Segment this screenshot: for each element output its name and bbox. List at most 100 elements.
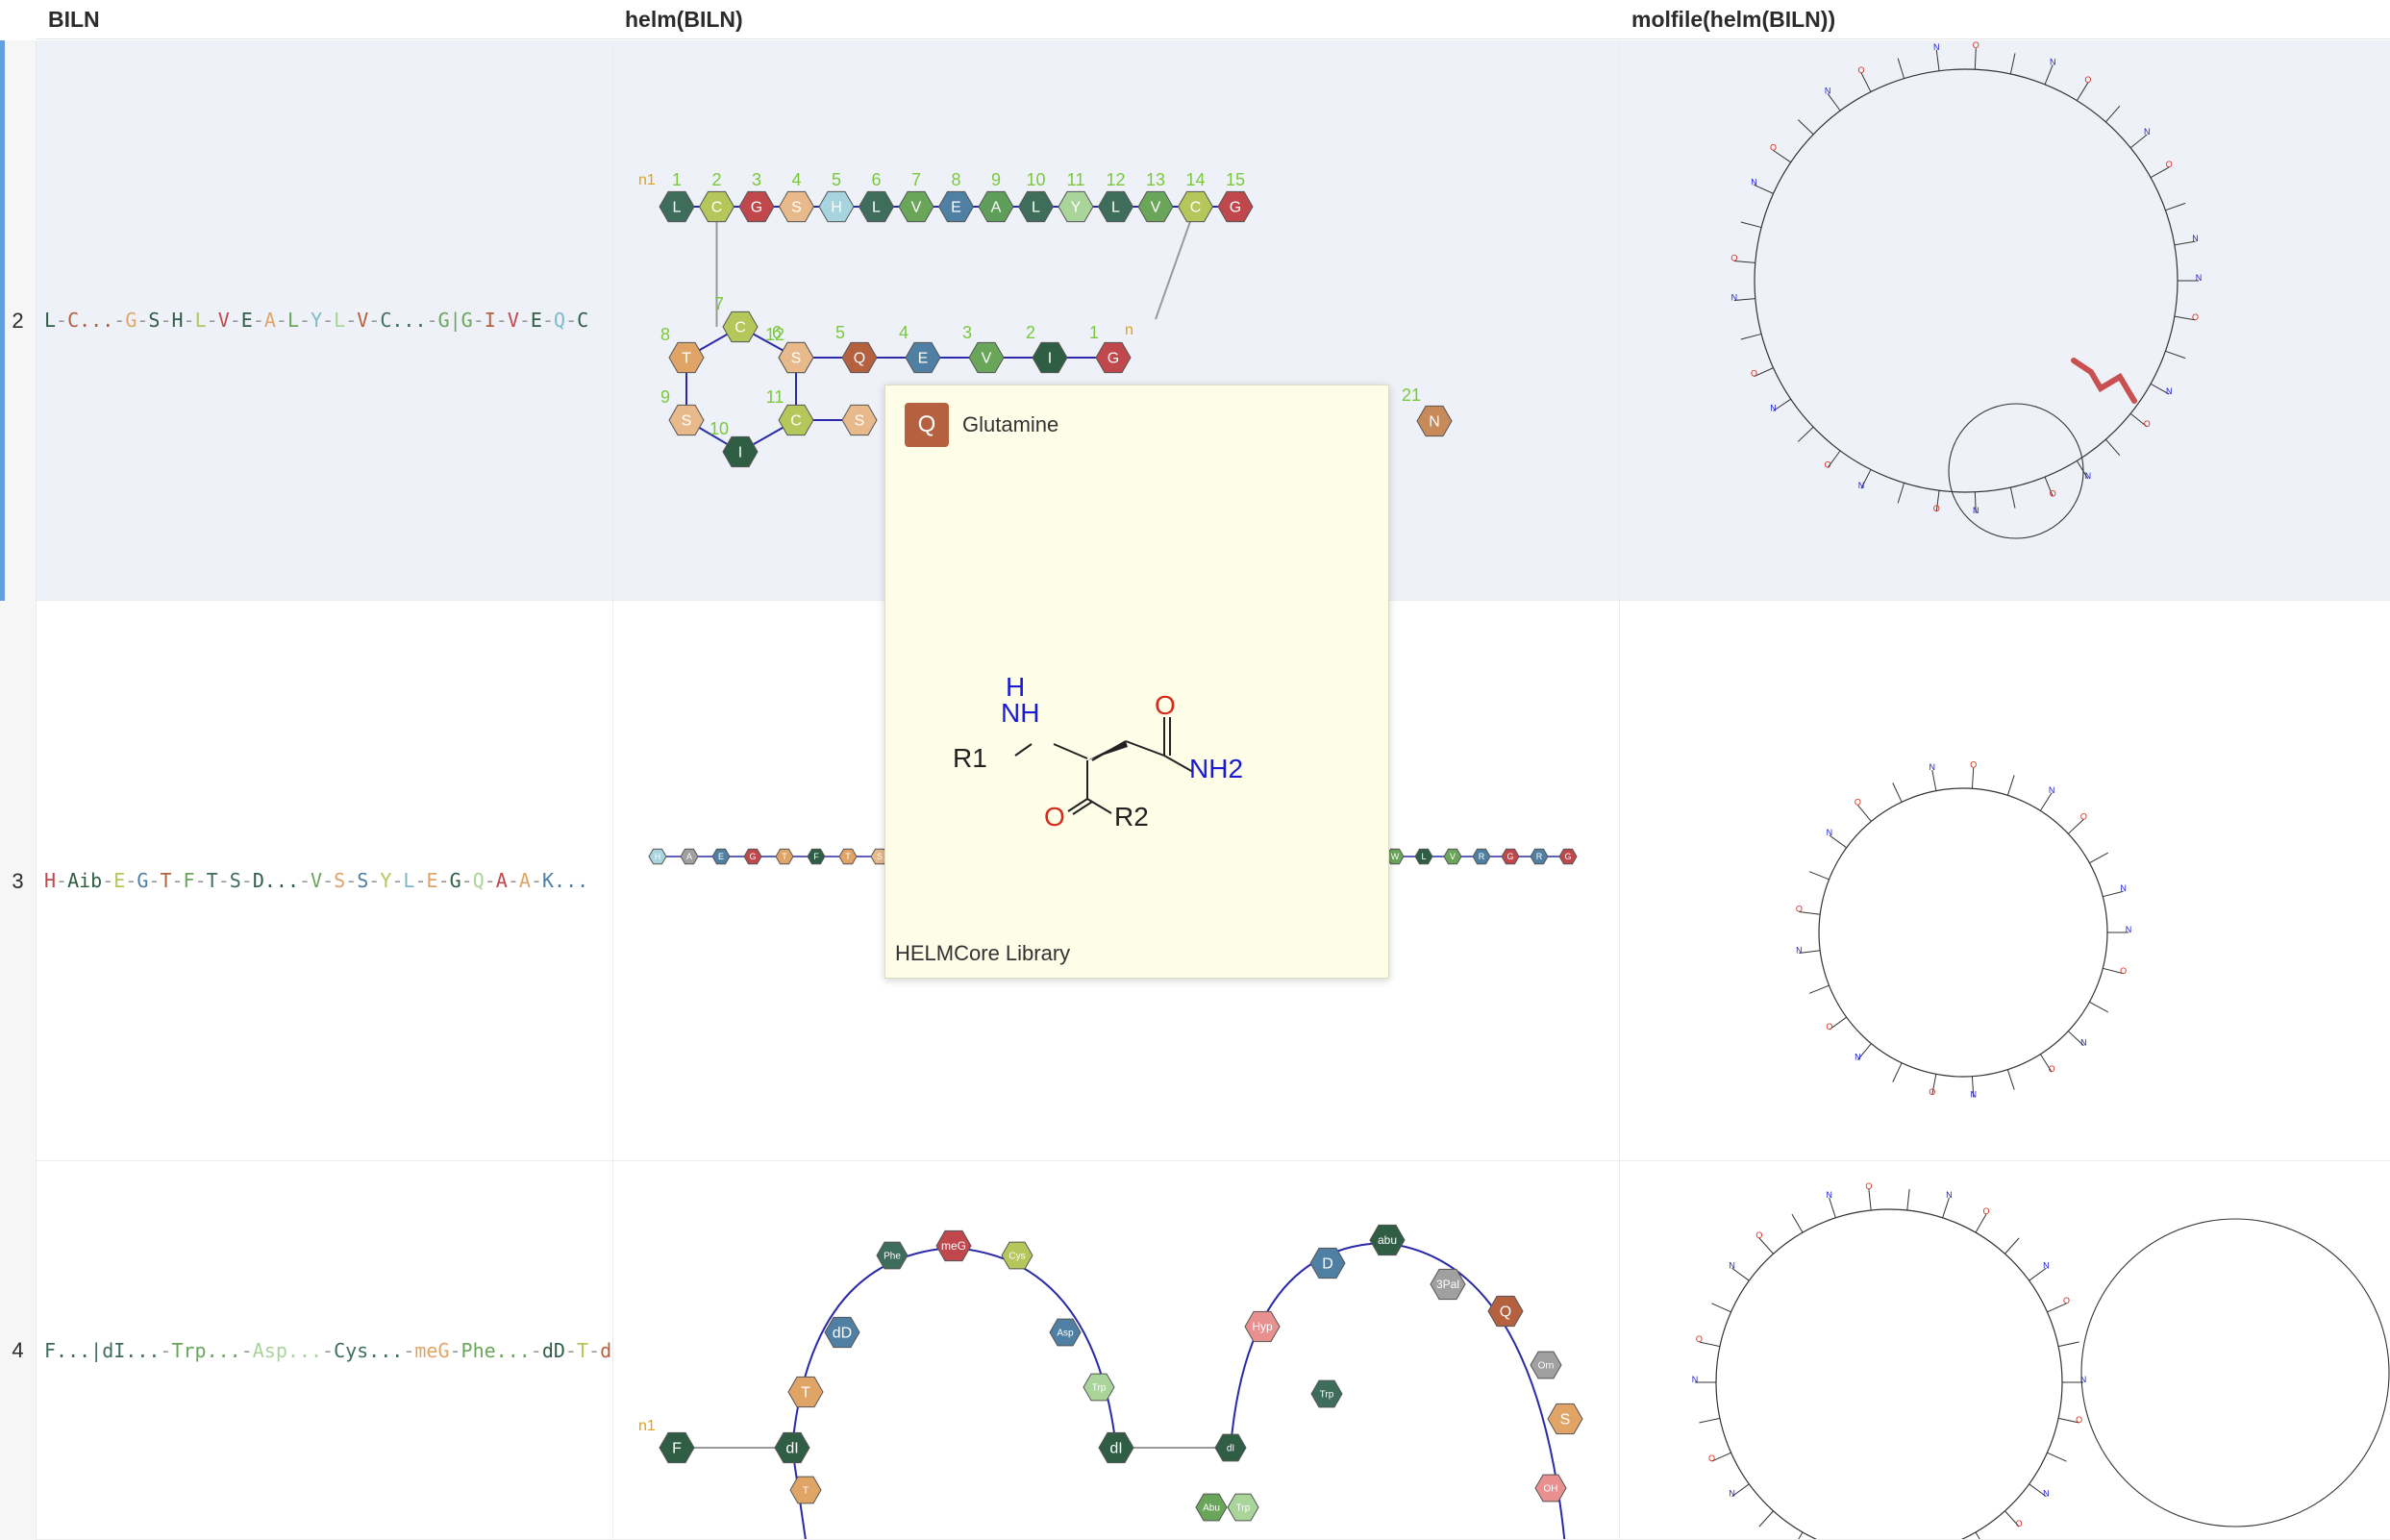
monomer-node[interactable] [659,1431,695,1464]
mid-chain-monomer[interactable] [905,341,941,374]
side-chain-bond [1975,1531,1980,1539]
monomer-node[interactable] [1083,1373,1115,1402]
top-chain-monomer[interactable] [1177,190,1214,223]
mid-chain-monomer[interactable] [1095,341,1132,374]
monomer-node[interactable] [1244,1310,1281,1343]
monomer-node[interactable] [876,1241,909,1270]
side-chain-bond [1860,469,1872,489]
monomer-node[interactable] [1472,848,1491,865]
monomer-index: 5 [832,170,841,189]
top-chain-monomer[interactable] [898,190,934,223]
monomer-node[interactable] [680,848,699,865]
monomer-node[interactable] [787,1376,824,1408]
ring-monomer[interactable] [841,404,878,436]
monomer-node[interactable] [824,1316,860,1349]
side-chain-bond [1829,1016,1847,1031]
atom-label: O [1855,797,1861,807]
molfile-cell-row-2[interactable]: N O N O N O N O N O N O N O N O N O N O N O N O N [1620,40,2390,601]
monomer-node[interactable] [774,1431,810,1464]
monomer-node[interactable] [1310,1379,1343,1408]
monomer-node[interactable] [1558,848,1578,865]
monomer-node[interactable] [1547,1403,1583,1435]
monomer-node[interactable] [1430,1268,1466,1301]
top-chain-monomer[interactable] [1097,190,1134,223]
row-number-3[interactable]: 3 [0,601,37,1161]
monomer-node[interactable] [1530,1351,1562,1379]
ring-monomer[interactable] [668,341,705,374]
mid-chain-monomer[interactable] [841,341,878,374]
top-chain-monomer[interactable] [1017,190,1055,223]
monomer-label: S [877,852,883,861]
molfile-cell-row-3[interactable]: N O N O N O N O N O N O N O N O N [1620,601,2390,1161]
ring-monomer[interactable] [778,404,814,436]
monomer-node[interactable] [1049,1318,1082,1347]
top-chain-monomer[interactable] [818,190,855,223]
biln-separator: - [588,1339,601,1362]
ring-monomer[interactable] [778,341,814,374]
monomer-label: A [686,852,692,861]
monomer-node[interactable] [1501,848,1520,865]
monomer-node[interactable] [1098,1431,1134,1464]
top-chain-monomer[interactable] [1217,190,1254,223]
biln-cell-row-2[interactable]: L-C...-G-S-H-L-V-E-A-L-Y-L-V-C...-G|G-I-… [37,40,613,601]
column-header-helm[interactable]: helm(BILN) [613,0,1620,39]
monomer-index: 7 [911,170,921,189]
atom-label: N [1855,1053,1861,1062]
side-chain-bond [1797,426,1814,442]
top-chain-monomer[interactable] [698,190,735,223]
monomer-node[interactable] [1414,848,1433,865]
biln-separator: - [461,869,473,892]
monomer-node[interactable] [807,848,826,865]
atom-label: N [2196,273,2203,283]
tail-monomer[interactable] [1416,405,1453,437]
monomer-node[interactable] [935,1230,972,1262]
top-chain-monomer[interactable] [978,190,1014,223]
monomer-node[interactable] [648,848,667,865]
monomer-node[interactable] [1487,1295,1524,1328]
monomer-node[interactable] [711,848,731,865]
biln-monomer: L [286,309,300,332]
top-chain-monomer[interactable] [858,190,895,223]
ring-monomer[interactable] [722,310,759,343]
top-chain-monomer[interactable] [778,190,815,223]
monomer-node[interactable] [743,848,762,865]
ring-monomer[interactable] [668,404,705,436]
monomer-index: 11 [1067,170,1085,189]
monomer-node[interactable] [1309,1247,1346,1279]
monomer-node[interactable] [1443,848,1462,865]
top-chain-monomer[interactable] [1058,190,1094,223]
row-number-2[interactable]: 2 [0,40,37,601]
monomer-node[interactable] [1195,1493,1228,1522]
biln-separator: - [507,869,519,892]
mid-chain-monomer[interactable] [1032,341,1068,374]
monomer-node[interactable] [838,848,858,865]
biln-sequence: H-Aib-E-G-T-F-T-S-D...-V-S-S-Y-L-E-G-Q-A… [44,869,588,892]
helm-cell-row-3[interactable]: H A E G T F T S W L V R G R G [613,601,1620,1161]
monomer-node[interactable] [775,848,794,865]
column-header-biln[interactable]: BILN [37,0,613,39]
mid-chain-monomer[interactable] [968,341,1005,374]
atom-label: N [2080,1375,2087,1384]
monomer-node[interactable] [1214,1433,1247,1462]
ring-monomer[interactable] [722,435,759,468]
top-chain-monomer[interactable] [659,190,695,223]
monomer-node[interactable] [1227,1493,1259,1522]
monomer-node[interactable] [1369,1224,1406,1256]
biln-cell-row-3[interactable]: H-Aib-E-G-T-F-T-S-D...-V-S-S-Y-L-E-G-Q-A… [37,601,613,1161]
side-chain-bond [1733,260,1755,263]
biln-monomer: Q [472,869,485,892]
monomer-node[interactable] [1534,1474,1567,1503]
top-chain-monomer[interactable] [1137,190,1174,223]
monomer-node[interactable] [789,1476,822,1504]
monomer-node[interactable] [870,848,889,865]
top-chain-monomer[interactable] [937,190,975,223]
monomer-node[interactable] [1530,848,1549,865]
monomer-node[interactable] [1001,1241,1033,1270]
column-header-molfile[interactable]: molfile(helm(BILN)) [1620,0,2390,39]
top-chain-monomer[interactable] [738,190,775,223]
biln-monomer: Asp... [252,1339,323,1362]
biln-cell-row-4[interactable]: F...|dI...-Trp...-Asp...-Cys...-meG-Phe.… [37,1161,613,1540]
row-number-4[interactable]: 4 [0,1161,37,1540]
